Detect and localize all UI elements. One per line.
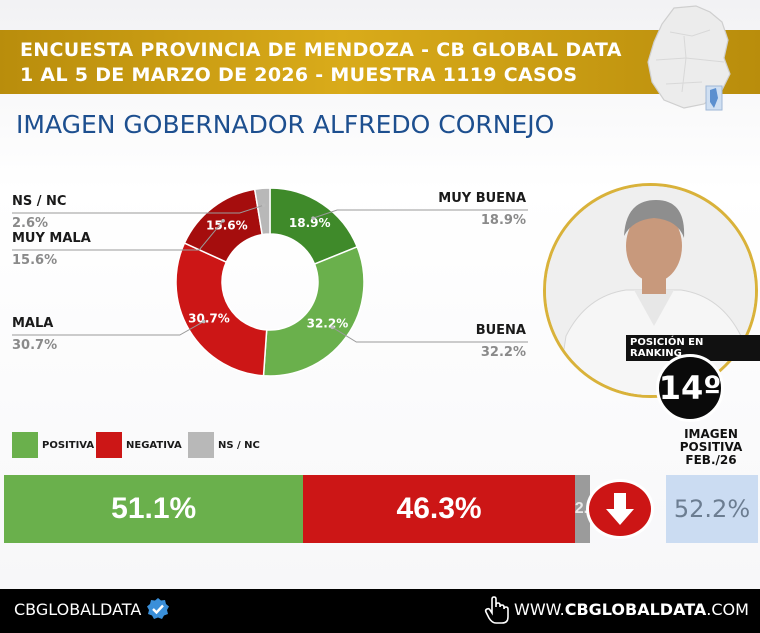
footer-url-suffix: .COM xyxy=(706,600,749,619)
arrow-down-icon xyxy=(586,479,654,539)
previous-image-title: IMAGEN POSITIVA FEB./26 xyxy=(679,427,743,467)
legend-positiva: POSITIVA xyxy=(12,432,94,458)
callout-dot-muy-mala xyxy=(221,218,225,223)
footer: CBGLOBALDATA WWW.CBGLOBALDATA.COM xyxy=(0,589,760,633)
slice-value-buena: 32.2% xyxy=(307,317,349,331)
label-mala: MALA xyxy=(12,316,53,331)
label-value-mala: 30.7% xyxy=(12,338,57,353)
verified-badge-icon xyxy=(147,598,169,619)
survey-title: ENCUESTA PROVINCIA DE MENDOZA - CB GLOBA… xyxy=(20,39,622,61)
previous-image-value: 52.2% xyxy=(666,475,758,543)
governor-photo xyxy=(543,183,758,398)
page-title: IMAGEN GOBERNADOR ALFREDO CORNEJO xyxy=(16,110,555,139)
portrait-image xyxy=(546,186,755,395)
bar-segment-positiva: 51.1% xyxy=(4,475,304,543)
label-buena: BUENA xyxy=(476,323,526,338)
footer-url[interactable]: WWW.CBGLOBALDATA.COM xyxy=(514,600,749,619)
legend-swatch-negativa xyxy=(96,432,122,458)
label-ns-nc: NS / NC xyxy=(12,194,66,209)
legend-negativa: NEGATIVA xyxy=(96,432,182,458)
callout-line-muy-mala xyxy=(12,220,224,251)
callout-line-mala xyxy=(12,321,205,336)
footer-url-prefix: WWW. xyxy=(514,600,565,619)
legend-label-positiva: POSITIVA xyxy=(42,439,95,451)
header-bar: ENCUESTA PROVINCIA DE MENDOZA - CB GLOBA… xyxy=(0,30,760,94)
legend-swatch-nsnc xyxy=(188,432,214,458)
slice-value-muy-mala: 15.6% xyxy=(206,219,248,233)
bar-segment-negativa: 46.3% xyxy=(303,475,575,543)
label-muy-buena: MUY BUENA xyxy=(438,191,526,206)
slice-value-mala: 30.7% xyxy=(188,311,230,325)
stacked-bar: 51.1%46.3%2.6% xyxy=(4,475,590,543)
label-muy-mala: MUY MALA xyxy=(12,231,91,246)
callout-dot-muy-buena xyxy=(311,216,315,220)
callout-line-muy-buena xyxy=(312,209,528,219)
legend-label-negativa: NEGATIVA xyxy=(126,439,182,451)
label-value-buena: 32.2% xyxy=(481,345,526,360)
slice-value-muy-buena: 18.9% xyxy=(289,216,331,230)
slice-buena xyxy=(262,245,365,377)
callout-line-ns-nc xyxy=(12,204,264,214)
slice-ns-nc xyxy=(253,187,271,236)
callout-dot-ns-nc xyxy=(261,203,266,207)
pointer-hand-icon xyxy=(484,596,509,624)
footer-url-bold: CBGLOBALDATA xyxy=(564,600,707,619)
callout-dot-buena xyxy=(330,325,335,330)
slice-mala xyxy=(175,242,268,377)
donut-chart: 18.9% 32.2% 30.7% 15.6% MUY BUENA 18.9% BUENA 3… xyxy=(12,187,528,377)
callout-dot-mala xyxy=(201,319,206,324)
ranking-value: 14º xyxy=(656,354,724,422)
survey-subtitle: 1 AL 5 DE MARZO DE 2026 - MUESTRA 1119 C… xyxy=(20,64,578,86)
legend-swatch-positiva xyxy=(12,432,38,458)
callout-line-buena xyxy=(332,326,528,343)
footer-brand: CBGLOBALDATA xyxy=(14,600,142,619)
label-value-ns-nc: 2.6% xyxy=(12,216,48,231)
legend-nsnc: NS / NC xyxy=(188,432,260,458)
legend-label-nsnc: NS / NC xyxy=(218,439,260,451)
mendoza-map-icon xyxy=(647,5,731,111)
label-value-muy-buena: 18.9% xyxy=(481,213,526,228)
label-value-muy-mala: 15.6% xyxy=(12,253,57,268)
